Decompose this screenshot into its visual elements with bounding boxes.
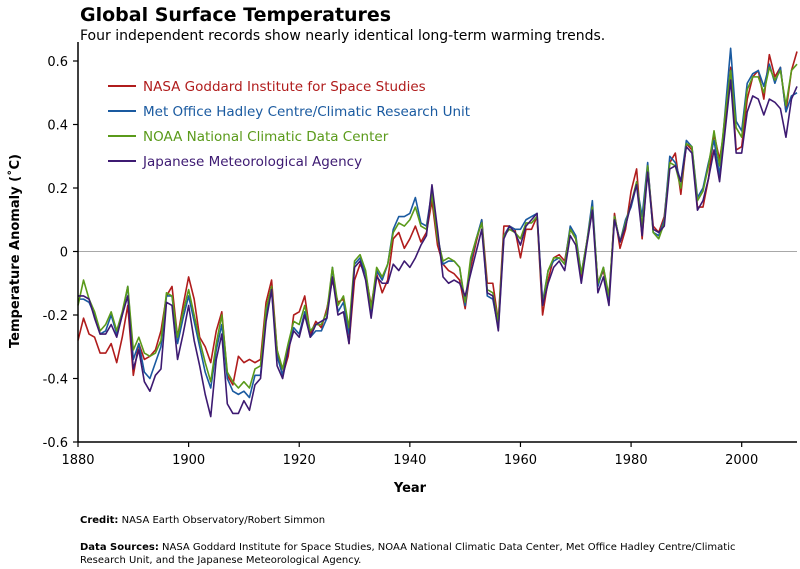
x-tick-label: 2000: [725, 453, 758, 468]
chart-canvas: 0.6 0.4 0.2 0 -0.2 -0.4 -0.6 1880 1900 1920 1940 19…: [7, 42, 798, 496]
credit-line: Credit: NASA Earth Observatory/Robert Si…: [80, 514, 325, 527]
x-tick-label: 1880: [61, 453, 94, 468]
legend-entry-2: Met Office Hadley Centre/Climatic Resear…: [143, 104, 470, 120]
x-tick-label: 1960: [504, 453, 537, 468]
chart-subtitle: Four independent records show nearly ide…: [80, 28, 606, 44]
data-sources-text: NASA Goddard Institute for Space Studies…: [80, 542, 736, 566]
data-sources-label: Data Sources:: [80, 542, 159, 553]
x-tick-label: 1980: [615, 453, 648, 468]
x-axis-label: Year: [393, 481, 427, 496]
y-tick-label: -0.6: [43, 436, 68, 451]
x-tick-label: 1900: [172, 453, 205, 468]
y-tick-label: 0: [60, 246, 68, 261]
y-tick-label: -0.4: [43, 373, 68, 388]
y-tick-label: 0.2: [47, 182, 68, 197]
x-tick-label: 1940: [393, 453, 426, 468]
y-tick-label: 0.6: [47, 55, 68, 70]
x-tick-label: 1920: [283, 453, 316, 468]
y-tick-label: 0.4: [47, 119, 68, 134]
y-axis-label: Temperature Anomaly (˚C): [7, 154, 23, 348]
legend-entry-3: NOAA National Climatic Data Center: [143, 129, 389, 145]
credit-text: NASA Earth Observatory/Robert Simmon: [121, 515, 326, 526]
series-line-4: [78, 79, 798, 418]
legend-entry-1: NASA Goddard Institute for Space Studies: [143, 79, 426, 95]
legend-entry-4: Japanese Meteorological Agency: [142, 154, 362, 170]
chart-title: Global Surface Temperatures: [80, 4, 392, 26]
series-line-1: [77, 51, 798, 386]
data-sources-line: Data Sources: NASA Goddard Institute for…: [80, 541, 740, 567]
y-tick-label: -0.2: [43, 309, 68, 324]
plot-area: 0.6 0.4 0.2 0 -0.2 -0.4 -0.6 1880 1900 1920 1940 19…: [43, 42, 798, 468]
credit-label: Credit:: [80, 515, 119, 526]
